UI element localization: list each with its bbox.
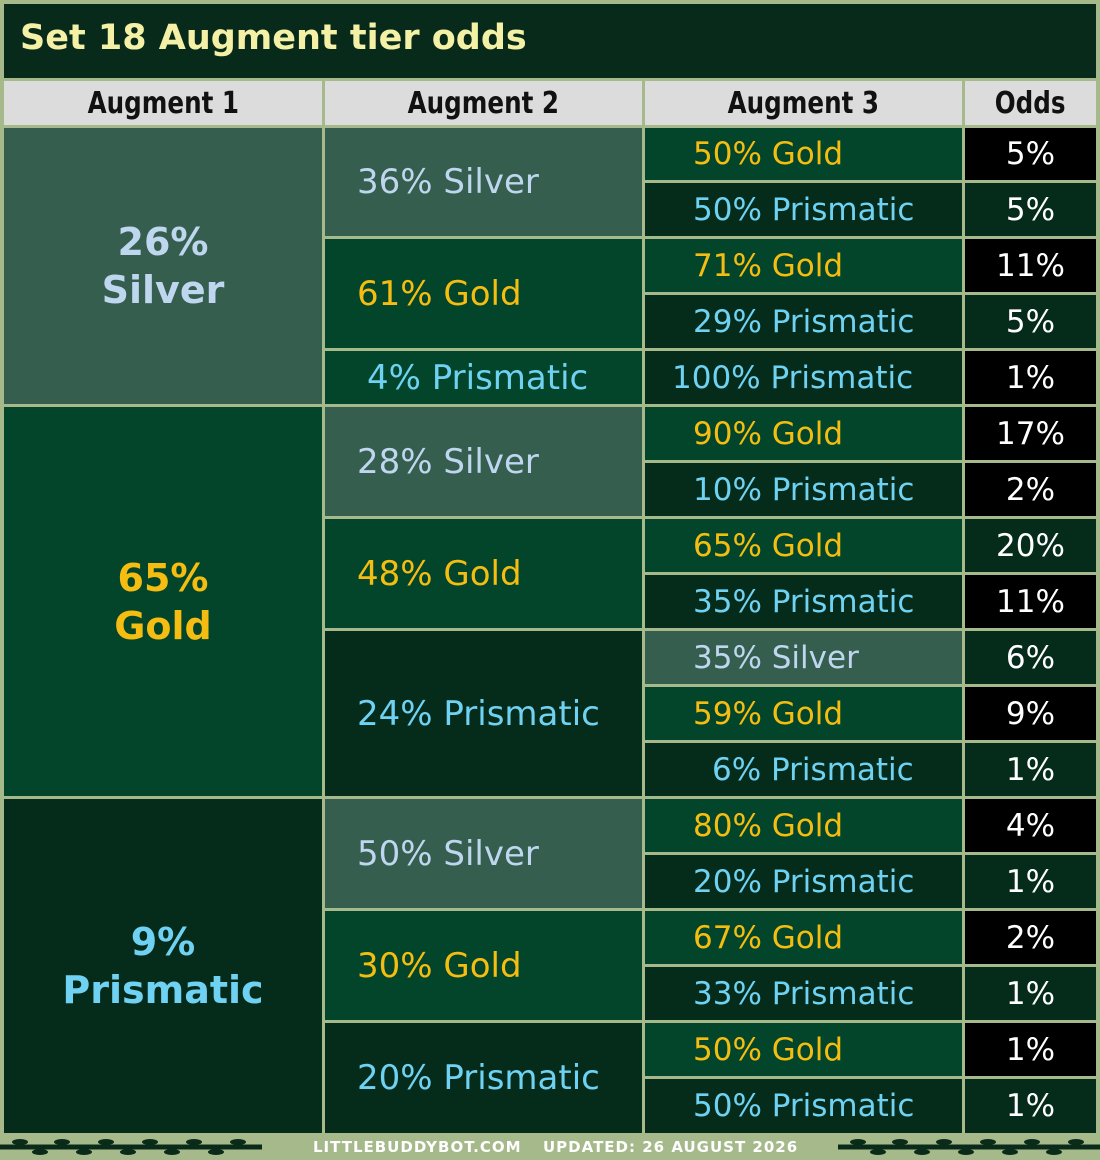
odds-cell: 5%: [965, 295, 1096, 348]
augment1-pct: 65%: [117, 555, 209, 600]
odds-cell: 1%: [965, 1079, 1096, 1133]
augment1-prismatic: 9% Prismatic: [4, 799, 322, 1133]
augment3-cell: 67% Gold: [645, 911, 962, 964]
augment3-cell: 6% Prismatic: [645, 743, 962, 796]
augment3-cell: 90% Gold: [645, 407, 962, 460]
augment1-tier: Silver: [101, 268, 225, 312]
augment3-cell: 10% Prismatic: [645, 463, 962, 516]
augment3-cell: 65% Gold: [645, 519, 962, 572]
augment1-tier: Gold: [114, 603, 212, 648]
augment3-cell: 35% Prismatic: [645, 575, 962, 628]
augment3-cell: 29% Prismatic: [645, 295, 962, 348]
odds-cell: 1%: [965, 351, 1096, 404]
augment1-gold: 65% Gold: [4, 407, 322, 796]
augment2-cell: 24% Prismatic: [325, 631, 642, 796]
odds-cell: 5%: [965, 183, 1096, 236]
augment2-cell: 36% Silver: [325, 128, 642, 236]
header-augment-1: Augment 1: [4, 81, 322, 125]
odds-cell: 11%: [965, 575, 1096, 628]
odds-cell: 1%: [965, 1023, 1096, 1076]
header-augment-2: Augment 2: [325, 81, 642, 125]
augment1-tier: Prismatic: [62, 968, 264, 1012]
augment1-pct: 9%: [130, 920, 196, 964]
augment3-cell: 33% Prismatic: [645, 967, 962, 1020]
page-title: Set 18 Augment tier odds: [20, 18, 527, 58]
odds-cell: 11%: [965, 239, 1096, 292]
augment2-cell: 28% Silver: [325, 407, 642, 516]
odds-cell: 6%: [965, 631, 1096, 684]
odds-cell: 17%: [965, 407, 1096, 460]
odds-cell: 2%: [965, 911, 1096, 964]
vine-decoration-right-icon: [838, 1139, 1100, 1155]
odds-cell: 20%: [965, 519, 1096, 572]
augment3-cell: 80% Gold: [645, 799, 962, 852]
augment3-cell: 20% Prismatic: [645, 855, 962, 908]
odds-cell: 1%: [965, 743, 1096, 796]
augment3-cell: 50% Prismatic: [645, 1079, 962, 1133]
augment3-cell: 59% Gold: [645, 687, 962, 740]
augment3-cell: 50% Gold: [645, 1023, 962, 1076]
augment1-pct: 26%: [117, 220, 209, 264]
augment2-cell: 61% Gold: [325, 239, 642, 348]
footer-site: LITTLEBUDDYBOT.COM: [313, 1138, 522, 1156]
odds-cell: 1%: [965, 855, 1096, 908]
title-bar: Set 18 Augment tier odds: [4, 4, 1096, 78]
augment2-cell: 48% Gold: [325, 519, 642, 628]
odds-cell: 1%: [965, 967, 1096, 1020]
header-odds: Odds: [965, 81, 1096, 125]
vine-decoration-left-icon: [0, 1139, 262, 1155]
augment3-cell: 50% Prismatic: [645, 183, 962, 236]
footer-updated: UPDATED: 26 AUGUST 2026: [543, 1138, 799, 1156]
augment2-cell: 30% Gold: [325, 911, 642, 1020]
augment3-cell: 71% Gold: [645, 239, 962, 292]
augment2-cell: 50% Silver: [325, 799, 642, 908]
odds-cell: 9%: [965, 687, 1096, 740]
augment3-cell: 50% Gold: [645, 128, 962, 180]
augment2-cell: 4% Prismatic: [325, 351, 642, 404]
odds-cell: 5%: [965, 128, 1096, 180]
odds-cell: 4%: [965, 799, 1096, 852]
odds-cell: 2%: [965, 463, 1096, 516]
header-augment-3: Augment 3: [645, 81, 962, 125]
augment1-silver: 26% Silver: [4, 128, 322, 404]
augment3-cell: 35% Silver: [645, 631, 962, 684]
augment2-cell: 20% Prismatic: [325, 1023, 642, 1133]
augment3-cell: 100% Prismatic: [645, 351, 962, 404]
